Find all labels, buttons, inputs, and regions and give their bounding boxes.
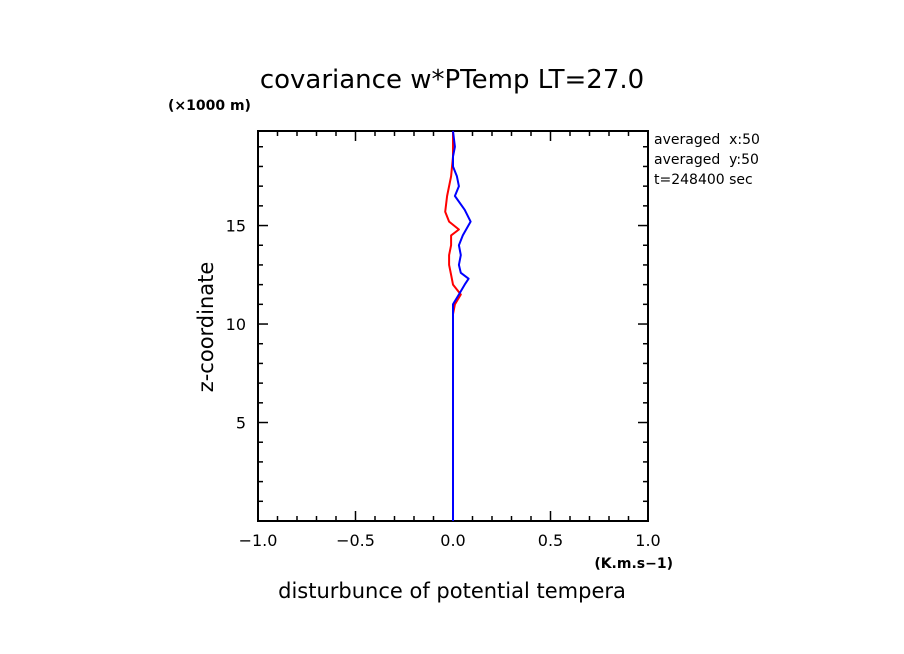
x-axis-label: disturbunce of potential tempera <box>278 579 626 603</box>
y-axis-unit: (×1000 m) <box>168 98 251 114</box>
x-tick-label: 0.0 <box>440 531 465 550</box>
x-tick-label: 0.5 <box>538 531 563 550</box>
series-lines <box>444 130 472 521</box>
y-tick-label: 15 <box>226 217 246 236</box>
series-line-2 <box>452 130 472 521</box>
x-tick-label: −0.5 <box>336 531 375 550</box>
x-axis-unit: (K.m.s−1) <box>594 556 673 572</box>
tick-labels: −1.0 −0.5 0.0 0.5 1.0 5 10 15 <box>226 217 661 550</box>
annotation-y-average: averaged y:50 <box>654 152 759 168</box>
annotation-x-average: averaged x:50 <box>654 132 760 148</box>
y-tick-label: 10 <box>226 315 246 334</box>
x-tick-label: −1.0 <box>239 531 278 550</box>
y-tick-label: 5 <box>236 414 246 433</box>
x-tick-label: 1.0 <box>635 531 660 550</box>
chart-title: covariance w*PTemp LT=27.0 <box>260 65 644 95</box>
annotation-time: t=248400 sec <box>654 172 753 188</box>
y-axis-label: z-coordinate <box>194 262 218 393</box>
